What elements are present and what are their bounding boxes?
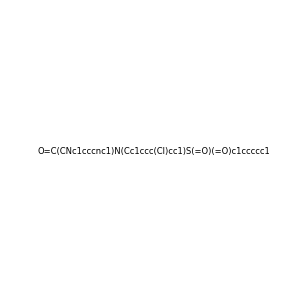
Text: O=C(CNc1cccnc1)N(Cc1ccc(Cl)cc1)S(=O)(=O)c1ccccc1: O=C(CNc1cccnc1)N(Cc1ccc(Cl)cc1)S(=O)(=O)… bbox=[38, 147, 270, 156]
